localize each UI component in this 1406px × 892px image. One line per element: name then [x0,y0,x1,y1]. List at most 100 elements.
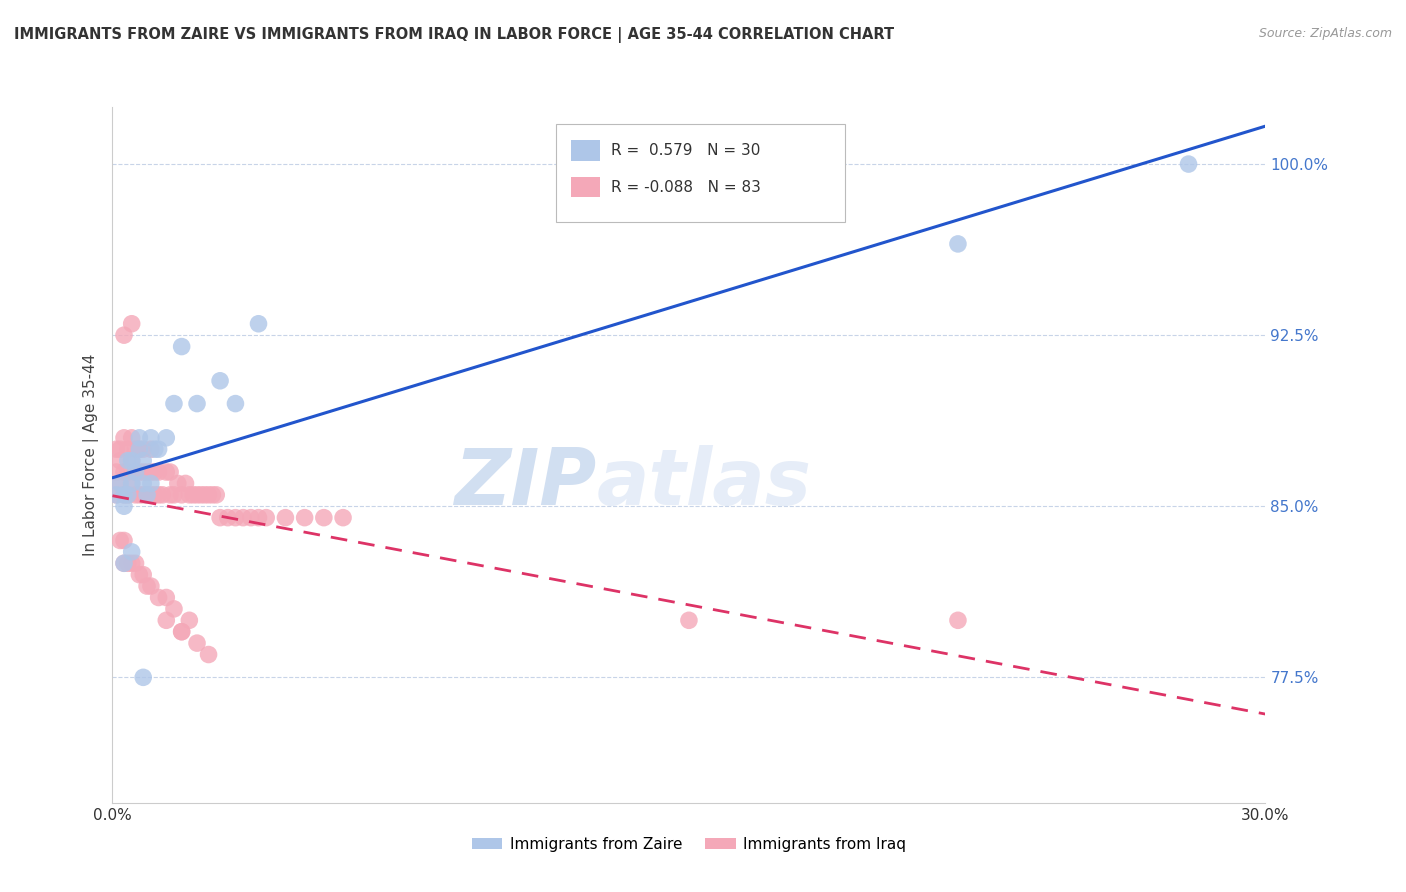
Point [163,488,186,502]
Point [179,488,201,502]
Point [946,236,969,251]
Point [121,453,143,467]
Point [170,340,193,354]
Point [163,602,186,616]
Point [239,510,262,524]
Point [194,488,217,502]
FancyBboxPatch shape [557,124,845,222]
Point [152,488,174,502]
Point [224,396,246,410]
Point [139,476,162,491]
Point [1177,157,1199,171]
Point [148,465,170,479]
Point [170,488,193,502]
Point [155,465,177,479]
Text: R =  0.579   N = 30: R = 0.579 N = 30 [610,143,759,158]
Point [112,488,135,502]
Point [181,488,204,502]
FancyBboxPatch shape [571,177,600,197]
Point [139,431,162,445]
Point [312,510,335,524]
Point [124,465,146,479]
Point [132,567,155,582]
Point [166,476,188,491]
Point [136,488,159,502]
Point [274,510,297,524]
Point [148,591,170,605]
Point [179,613,201,627]
Point [143,442,166,457]
Point [105,488,128,502]
Point [136,488,159,502]
Point [121,476,143,491]
Point [117,465,139,479]
Point [678,613,700,627]
Point [108,533,131,548]
Point [105,442,128,457]
Point [217,510,239,524]
Point [124,442,146,457]
Point [117,556,139,570]
Y-axis label: In Labor Force | Age 35-44: In Labor Force | Age 35-44 [83,354,98,556]
Point [136,465,159,479]
Point [247,510,270,524]
Text: ZIP: ZIP [454,445,596,521]
Point [139,465,162,479]
Point [112,465,135,479]
Point [128,567,150,582]
Point [163,396,186,410]
Text: IMMIGRANTS FROM ZAIRE VS IMMIGRANTS FROM IRAQ IN LABOR FORCE | AGE 35-44 CORRELA: IMMIGRANTS FROM ZAIRE VS IMMIGRANTS FROM… [14,27,894,43]
Point [112,431,135,445]
Text: Source: ZipAtlas.com: Source: ZipAtlas.com [1258,27,1392,40]
Point [197,648,219,662]
Point [105,465,128,479]
Point [132,670,155,684]
Point [132,453,155,467]
Point [128,465,150,479]
Point [128,442,150,457]
Point [186,488,208,502]
Point [170,624,193,639]
Point [136,579,159,593]
Point [155,431,177,445]
Point [197,488,219,502]
Point [186,636,208,650]
Point [201,488,224,502]
Point [112,556,135,570]
Point [159,488,181,502]
Point [209,510,232,524]
Point [108,453,131,467]
Point [108,476,131,491]
Point [121,556,143,570]
Point [117,442,139,457]
Point [132,465,155,479]
Point [159,465,181,479]
Point [247,317,270,331]
Text: R = -0.088   N = 83: R = -0.088 N = 83 [610,179,761,194]
Point [155,591,177,605]
Point [108,476,131,491]
FancyBboxPatch shape [571,140,600,161]
Point [332,510,354,524]
Point [224,510,246,524]
Point [112,533,135,548]
Point [121,453,143,467]
Point [121,476,143,491]
Point [139,579,162,593]
Point [112,328,135,343]
Legend: Immigrants from Zaire, Immigrants from Iraq: Immigrants from Zaire, Immigrants from I… [465,830,912,858]
Point [124,488,146,502]
Point [117,453,139,467]
Point [132,476,155,491]
Point [139,442,162,457]
Point [121,431,143,445]
Point [148,442,170,457]
Point [170,624,193,639]
Point [190,488,212,502]
Text: atlas: atlas [596,445,811,521]
Point [124,465,146,479]
Point [143,465,166,479]
Point [105,488,128,502]
Point [117,488,139,502]
Point [112,488,135,502]
